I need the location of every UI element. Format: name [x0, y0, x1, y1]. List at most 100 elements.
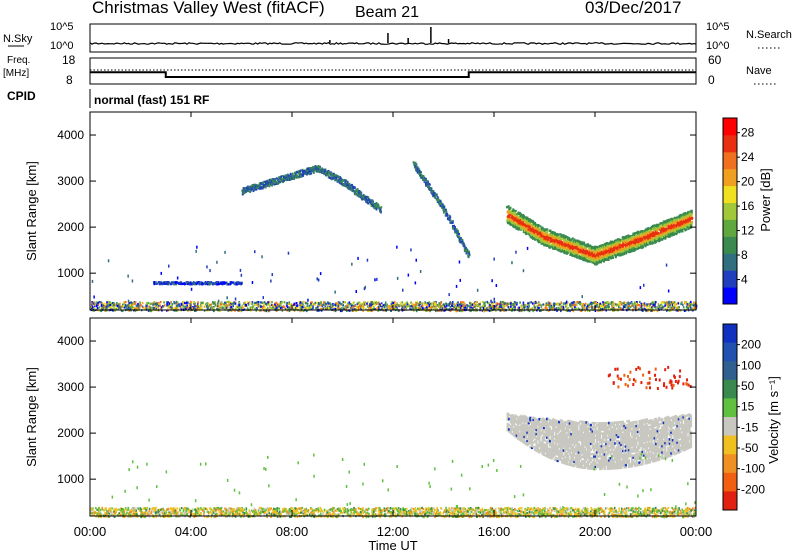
echo-cell [546, 303, 549, 306]
echo-cell [669, 304, 671, 307]
echo-cell [393, 304, 395, 307]
echo-cell [659, 307, 661, 310]
echo-cell [351, 187, 354, 190]
echo-cell [401, 301, 404, 304]
echo-cell [545, 303, 547, 307]
echo-cell [223, 302, 225, 306]
echo-cell [266, 306, 269, 310]
echo-cell [433, 194, 436, 197]
echo-cell [175, 302, 177, 305]
echo-cell [285, 177, 288, 180]
echo-cell [407, 304, 410, 307]
echo-cell [557, 242, 560, 245]
echo-cell [227, 304, 229, 307]
echo-cell [567, 240, 569, 243]
echo-cell [664, 304, 666, 307]
echo-cell [496, 302, 498, 305]
echo-cell [528, 233, 531, 236]
echo-cell [620, 307, 622, 310]
echo-cell [222, 306, 224, 310]
echo-cell [579, 244, 582, 247]
echo-cell [456, 305, 459, 309]
echo-cell [132, 301, 135, 304]
echo-cell [471, 303, 474, 306]
echo-cell [552, 240, 555, 243]
echo-cell [551, 243, 554, 246]
echo-cell [399, 304, 402, 307]
echo-cell [183, 282, 186, 285]
echo-cell [452, 307, 455, 310]
echo-cell [526, 308, 528, 311]
echo-cell [315, 306, 317, 310]
echo-cell [511, 307, 514, 310]
echo-cell [624, 303, 626, 307]
echo-cell [463, 244, 466, 247]
echo-cell [316, 167, 319, 170]
echo-cell [213, 302, 215, 305]
echo-cell [484, 301, 487, 304]
echo-cell [575, 247, 577, 250]
echo-cell [449, 306, 452, 309]
echo-cell [421, 302, 423, 305]
echo-cell [346, 309, 348, 312]
echo-cell [358, 192, 361, 195]
echo-cell [506, 211, 509, 214]
echo-cell [482, 304, 484, 307]
echo-cell [391, 308, 393, 311]
echo-cell [600, 304, 602, 307]
echo-cell [188, 283, 191, 286]
echo-cell [344, 305, 346, 309]
echo-cell [598, 306, 601, 309]
echo-cell [131, 302, 134, 305]
echo-cell [526, 222, 529, 225]
echo-cell [649, 303, 652, 306]
echo-cell [310, 301, 312, 304]
echo-cell [243, 187, 246, 190]
echo-cell [230, 303, 233, 306]
echo-cell [203, 282, 206, 285]
echo-cell [291, 177, 293, 180]
echo-cell [476, 300, 478, 304]
echo-cell [285, 176, 288, 179]
echo-cell [132, 307, 134, 310]
echo-cell [382, 308, 384, 311]
echo-cell [113, 304, 115, 307]
echo-cell [171, 305, 173, 308]
echo-cell [542, 240, 545, 243]
echo-cell [432, 190, 435, 193]
echo-cell [540, 309, 542, 312]
echo-cell [694, 303, 696, 306]
echo-cell [666, 303, 668, 306]
echo-cell [528, 301, 531, 304]
echo-cell [508, 211, 511, 214]
echo-cell [633, 304, 636, 307]
echo-cell [643, 302, 646, 305]
echo-cell [589, 309, 591, 312]
echo-cell [556, 303, 559, 306]
echo-cell [352, 302, 354, 305]
echo-cell [510, 218, 513, 221]
echo-cell [451, 221, 454, 224]
echo-cell [404, 303, 406, 306]
echo-cell [327, 301, 329, 304]
echo-cell [163, 301, 165, 304]
echo-cell [351, 189, 354, 192]
echo-cell [579, 301, 581, 304]
echo-cell [510, 222, 513, 225]
echo-cell [326, 308, 329, 311]
echo-cell [425, 304, 427, 307]
echo-cell [278, 305, 281, 308]
echo-cell [573, 249, 575, 252]
echo-cell [90, 305, 92, 308]
echo-cell [533, 301, 535, 304]
echo-cell [647, 308, 650, 311]
echo-cell [555, 307, 558, 310]
echo-cell [515, 223, 518, 226]
echo-cell [292, 304, 294, 307]
echo-cell [205, 303, 207, 306]
echo-cell [506, 205, 508, 208]
echo-cell [374, 203, 376, 206]
echo-cell [327, 174, 330, 177]
echo-cell [527, 306, 530, 309]
echo-cell [371, 301, 373, 304]
